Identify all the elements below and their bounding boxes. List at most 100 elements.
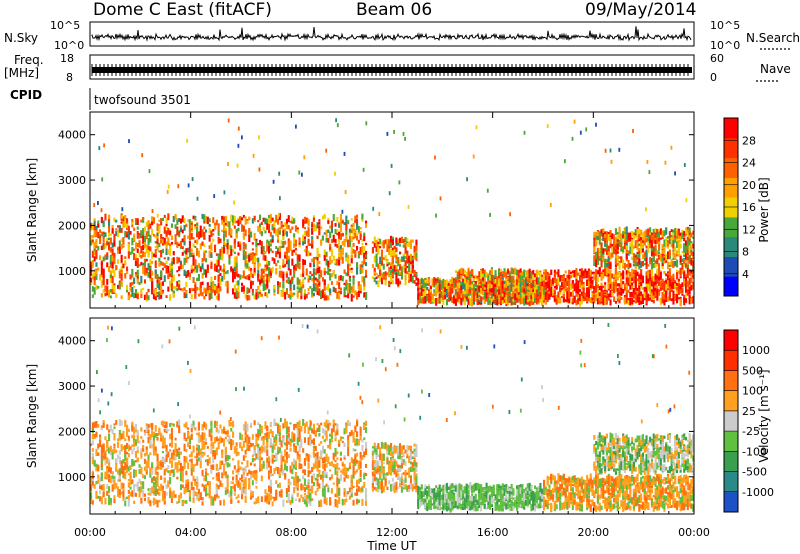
echo-cell — [670, 283, 673, 289]
echo-cell — [474, 283, 477, 287]
echo-cell — [95, 269, 98, 275]
echo-cell — [131, 281, 134, 286]
echo-cell — [307, 250, 310, 257]
echo-cell — [251, 248, 254, 251]
echo-cell — [638, 298, 641, 305]
echo-cell — [233, 271, 236, 279]
echo-cell — [390, 280, 393, 285]
echo-cell — [487, 286, 490, 293]
echo-cell — [487, 275, 490, 281]
echo-cell — [117, 225, 120, 228]
echo-cell — [670, 259, 673, 268]
echo-cell — [510, 295, 513, 301]
echo-cell — [298, 284, 301, 288]
echo-cell — [303, 238, 306, 243]
echo-cell — [640, 231, 643, 236]
echo-cell — [379, 256, 382, 264]
echo-cell — [257, 243, 260, 246]
echo-cell — [126, 231, 129, 236]
nsky-trace — [91, 26, 692, 42]
echo-cell — [587, 279, 590, 286]
echo-cell — [523, 269, 526, 278]
echo-cell — [438, 289, 441, 296]
echo-cell — [627, 298, 630, 306]
echo-cell — [605, 237, 608, 243]
echo-cell — [411, 268, 414, 274]
echo-cell — [672, 281, 675, 288]
echo-cell — [217, 253, 220, 260]
echo-cell — [273, 227, 276, 234]
echo-cell — [356, 218, 359, 226]
echo-cell — [179, 288, 182, 291]
echo-cell — [616, 292, 619, 297]
echo-cell — [170, 241, 173, 245]
echo-cell — [634, 272, 637, 280]
echo-cell — [226, 280, 229, 289]
echo-cell — [97, 220, 100, 225]
echo-cell — [426, 293, 429, 296]
echo-cell — [485, 282, 488, 289]
echo-cell — [677, 240, 680, 243]
echo-cell — [404, 242, 407, 251]
echo-cell — [235, 233, 238, 238]
echo-cell — [226, 286, 229, 294]
echo-cell — [641, 294, 644, 299]
scatter-echo — [343, 151, 346, 156]
echo-cell — [602, 236, 605, 242]
echo-cell — [293, 242, 296, 247]
echo-cell — [490, 275, 493, 282]
echo-cell — [415, 252, 418, 257]
echo-cell — [269, 216, 272, 224]
echo-cell — [496, 289, 499, 292]
echo-cell — [309, 243, 312, 246]
echo-cell — [124, 273, 127, 279]
echo-cell — [196, 252, 199, 256]
echo-cell — [363, 234, 366, 242]
echo-cell — [548, 284, 551, 290]
echo-cell — [645, 229, 648, 236]
echo-cell — [627, 259, 630, 268]
echo-cell — [431, 278, 434, 285]
echo-cell — [517, 269, 520, 278]
echo-cell — [217, 288, 220, 294]
echo-cell — [553, 273, 556, 278]
echo-cell — [311, 288, 314, 296]
echo-cell — [379, 238, 382, 245]
echo-cell — [541, 274, 544, 278]
echo-cell — [658, 238, 661, 244]
echo-cell — [451, 290, 454, 294]
echo-cell — [683, 231, 686, 236]
echo-cell — [338, 232, 341, 241]
echo-cell — [530, 282, 533, 287]
echo-cell — [688, 231, 691, 239]
echo-cell — [237, 285, 240, 293]
echo-cell — [170, 268, 173, 276]
scatter-echo — [486, 188, 489, 193]
scatter-echo — [335, 118, 337, 123]
echo-cell — [528, 300, 531, 305]
echo-cell — [672, 243, 675, 249]
echo-cell — [638, 233, 641, 239]
echo-cell — [614, 257, 617, 265]
echo-cell — [609, 262, 612, 270]
echo-cell — [438, 293, 441, 298]
echo-cell — [640, 278, 643, 287]
echo-cell — [580, 285, 583, 290]
echo-cell — [280, 240, 283, 245]
echo-cell — [291, 221, 294, 224]
echo-cell — [163, 263, 166, 268]
echo-cell — [616, 283, 619, 287]
echo-cell — [212, 217, 215, 224]
echo-cell — [600, 274, 603, 280]
echo-cell — [408, 262, 411, 267]
echo-cell — [332, 214, 335, 222]
echo-cell — [519, 283, 522, 287]
echo-cell — [102, 233, 105, 238]
echo-cell — [268, 267, 271, 275]
echo-cell — [600, 253, 603, 261]
echo-cell — [650, 280, 653, 287]
echo-cell — [593, 235, 596, 241]
echo-cell — [481, 269, 484, 273]
echo-cell — [692, 243, 695, 249]
echo-cell — [303, 249, 306, 252]
